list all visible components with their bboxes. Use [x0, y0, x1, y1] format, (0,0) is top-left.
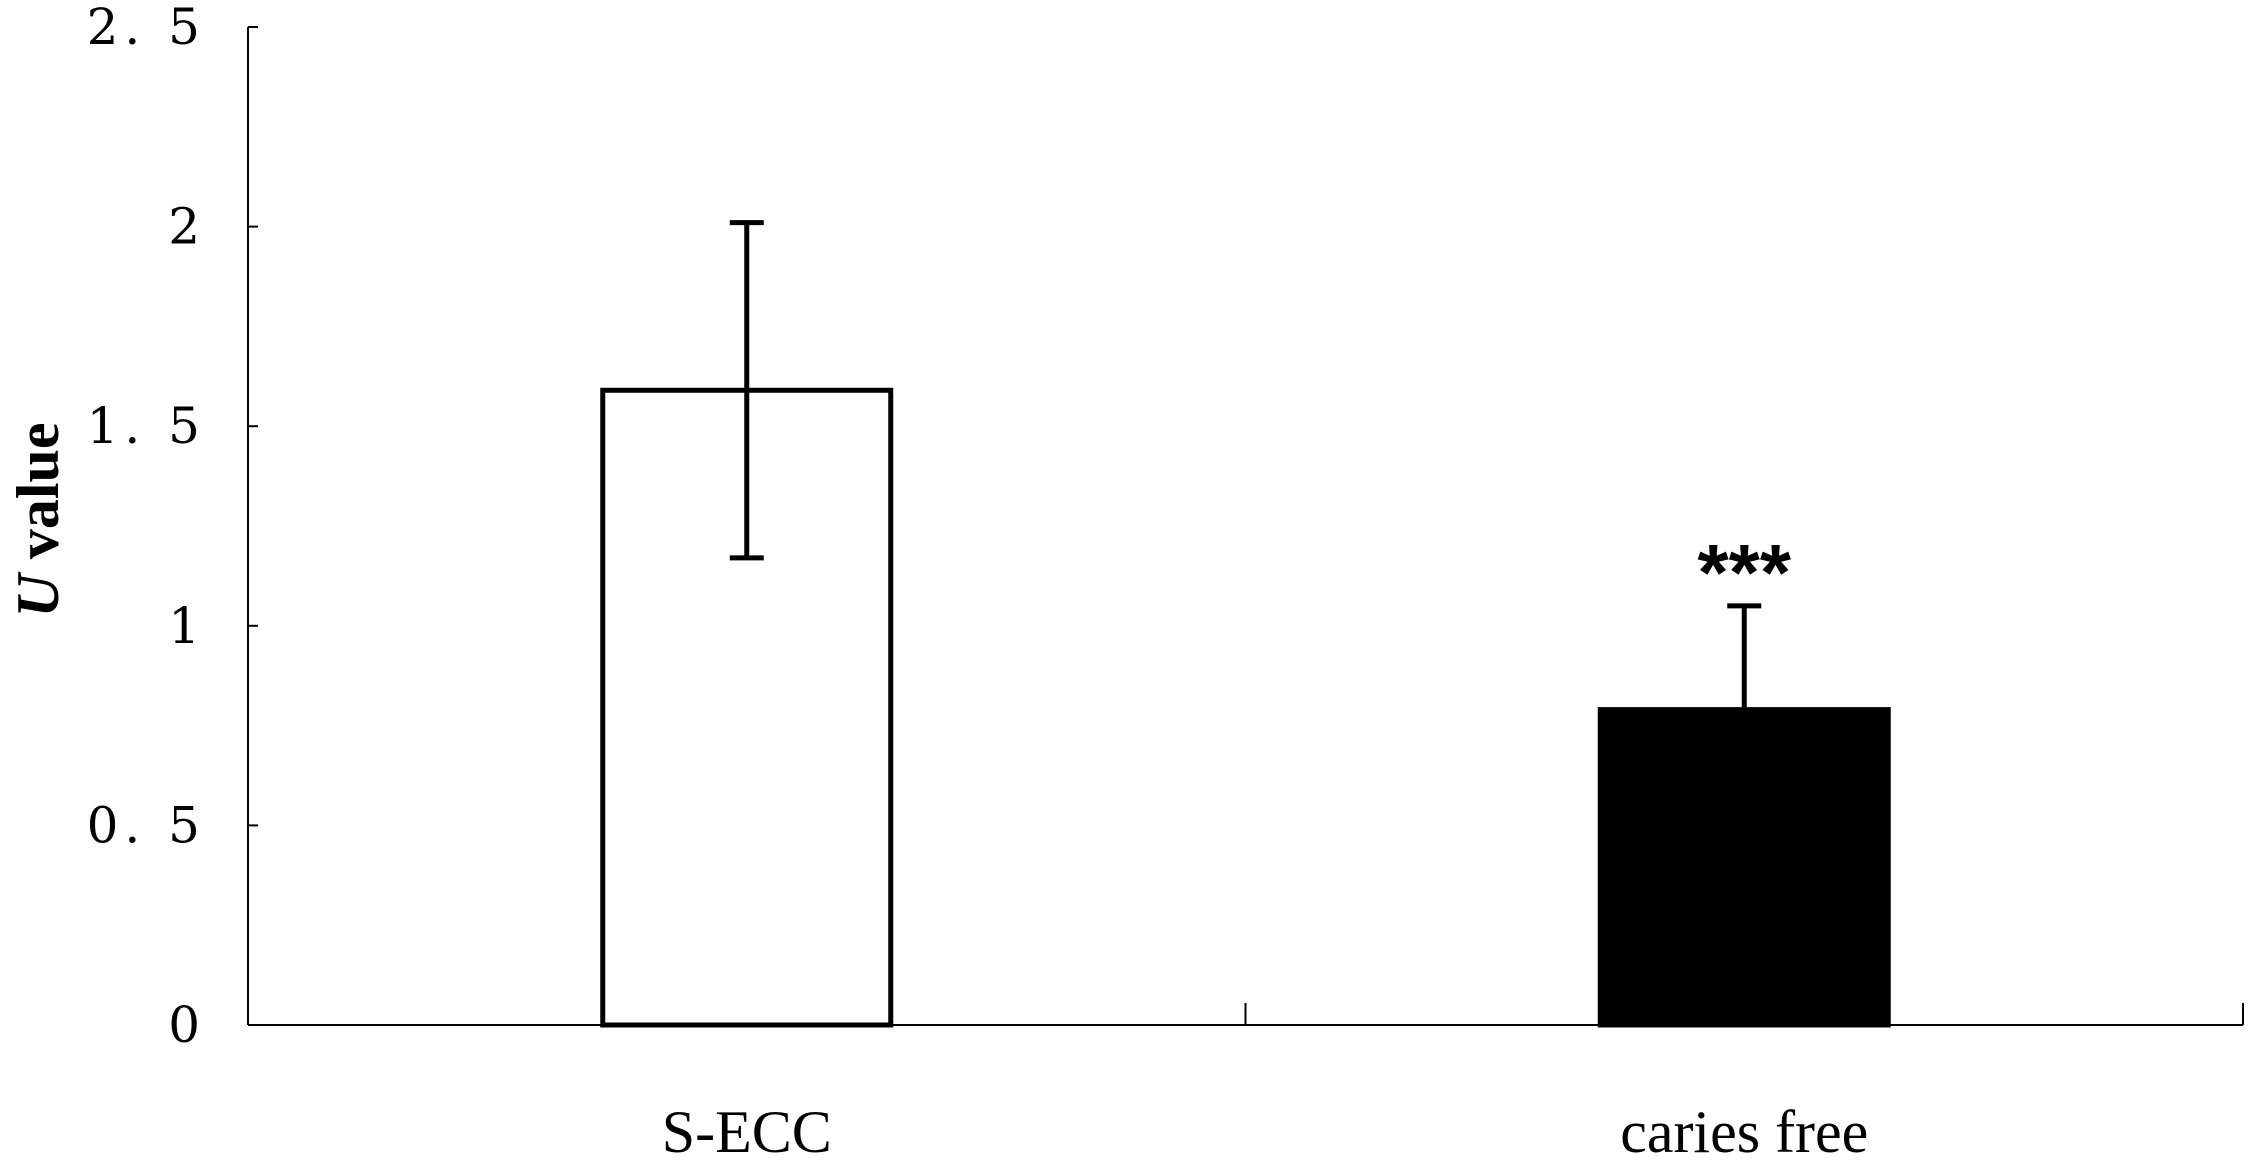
y-tick-label: 0	[168, 996, 206, 1054]
y-tick-label: 1. 5	[87, 397, 206, 455]
x-category-label-1: caries free	[1620, 1099, 1868, 1162]
y-tick-label: 0. 5	[87, 796, 206, 854]
plot-layer: ***	[600, 220, 1891, 1028]
y-tick-label: 2. 5	[87, 0, 206, 56]
significance-annotation: ***	[1698, 528, 1792, 617]
y-axis-title-rest: value	[5, 422, 71, 574]
y-axis-title: U value	[5, 422, 71, 617]
y-axis-title-italic: U	[5, 572, 71, 618]
x-category-label-0: S-ECC	[662, 1099, 832, 1162]
bar-1	[1597, 707, 1891, 1028]
axis-layer: 0 0. 5 1 1. 5 2 2. 5 S-ECC caries free	[87, 0, 2244, 1165]
y-tick-label: 1	[168, 597, 206, 655]
y-tick-label: 2	[168, 198, 206, 256]
